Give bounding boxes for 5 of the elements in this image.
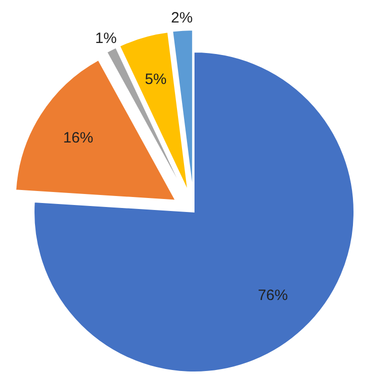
data-label: 76% [258, 286, 288, 304]
data-label: 2% [170, 9, 193, 26]
data-label: 16% [63, 129, 94, 146]
data-label: 1% [95, 30, 117, 48]
data-label: 5% [144, 71, 167, 88]
